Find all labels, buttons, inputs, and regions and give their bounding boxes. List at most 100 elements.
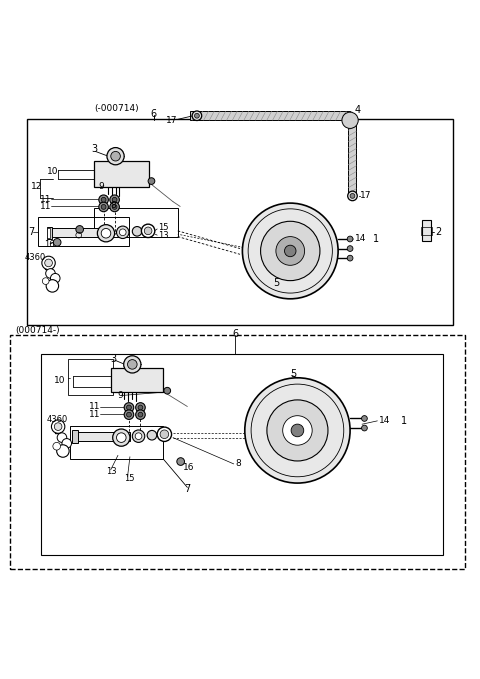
- Text: 14: 14: [379, 416, 390, 425]
- Bar: [422, 220, 432, 242]
- Circle shape: [99, 195, 108, 204]
- Text: 16: 16: [182, 463, 194, 473]
- Text: 8: 8: [111, 201, 117, 210]
- Circle shape: [42, 256, 55, 270]
- Circle shape: [142, 224, 155, 238]
- Text: (000714-): (000714-): [15, 327, 60, 335]
- Circle shape: [361, 416, 367, 422]
- Text: 9: 9: [117, 391, 123, 400]
- Circle shape: [128, 360, 137, 369]
- Circle shape: [101, 198, 106, 202]
- Bar: [10, 335, 465, 569]
- Circle shape: [276, 236, 305, 265]
- Circle shape: [45, 259, 52, 267]
- Text: 1: 1: [373, 234, 379, 244]
- Text: 13: 13: [106, 466, 117, 475]
- Circle shape: [76, 225, 84, 234]
- Text: 10: 10: [47, 168, 59, 177]
- Circle shape: [132, 227, 142, 236]
- Text: 8: 8: [235, 460, 241, 469]
- Text: 11: 11: [89, 409, 101, 419]
- Circle shape: [132, 430, 145, 443]
- Bar: [94, 161, 149, 187]
- Text: 11: 11: [40, 202, 52, 211]
- Circle shape: [112, 198, 117, 202]
- Text: 9: 9: [99, 182, 105, 191]
- Circle shape: [42, 278, 49, 285]
- Text: 7: 7: [28, 227, 34, 237]
- Bar: [47, 227, 52, 239]
- Text: 17: 17: [166, 116, 177, 125]
- Text: 4360: 4360: [25, 253, 47, 261]
- Bar: [70, 426, 163, 459]
- Polygon shape: [190, 111, 350, 120]
- Circle shape: [120, 229, 126, 236]
- Circle shape: [101, 228, 111, 238]
- Circle shape: [124, 410, 134, 420]
- Circle shape: [283, 416, 312, 445]
- Text: 11: 11: [89, 403, 101, 411]
- Text: 10: 10: [54, 375, 66, 385]
- Circle shape: [261, 221, 320, 280]
- Circle shape: [144, 227, 152, 235]
- Circle shape: [57, 445, 69, 457]
- Bar: [27, 120, 453, 325]
- Bar: [421, 227, 432, 235]
- Circle shape: [164, 387, 170, 394]
- Bar: [41, 354, 444, 555]
- Circle shape: [285, 245, 296, 257]
- Text: 1: 1: [401, 416, 407, 426]
- Bar: [38, 217, 129, 246]
- Circle shape: [342, 112, 358, 128]
- Circle shape: [124, 356, 141, 373]
- Circle shape: [157, 427, 171, 441]
- Circle shape: [53, 443, 60, 450]
- Circle shape: [46, 280, 59, 292]
- Text: 7: 7: [184, 484, 191, 494]
- Text: 3: 3: [111, 354, 117, 364]
- Text: (-000714): (-000714): [94, 105, 139, 113]
- Text: 5: 5: [274, 278, 280, 288]
- Circle shape: [348, 191, 357, 201]
- Circle shape: [291, 424, 304, 437]
- Text: 12: 12: [31, 182, 42, 191]
- Bar: [68, 359, 113, 394]
- Circle shape: [350, 194, 355, 198]
- Text: 16: 16: [44, 240, 54, 249]
- Circle shape: [177, 458, 184, 465]
- Circle shape: [138, 405, 143, 410]
- Circle shape: [347, 246, 353, 251]
- Text: 17: 17: [360, 191, 371, 200]
- Circle shape: [110, 195, 120, 204]
- Circle shape: [101, 204, 106, 209]
- Circle shape: [97, 225, 115, 242]
- Text: 14: 14: [355, 234, 366, 244]
- Circle shape: [267, 400, 328, 461]
- Circle shape: [135, 433, 142, 439]
- Circle shape: [136, 403, 145, 412]
- Text: 13: 13: [157, 231, 168, 240]
- Bar: [75, 433, 130, 441]
- Bar: [48, 228, 101, 237]
- Circle shape: [147, 430, 157, 440]
- Circle shape: [138, 412, 143, 417]
- Bar: [111, 368, 163, 392]
- Circle shape: [57, 433, 67, 443]
- Polygon shape: [348, 120, 356, 196]
- Circle shape: [117, 226, 129, 238]
- Circle shape: [99, 202, 108, 212]
- Circle shape: [148, 178, 155, 185]
- Circle shape: [245, 378, 350, 483]
- Text: 4360: 4360: [46, 416, 67, 424]
- Text: 6: 6: [232, 329, 238, 339]
- Circle shape: [160, 430, 168, 439]
- Text: 15: 15: [124, 474, 135, 483]
- Circle shape: [124, 403, 134, 412]
- Circle shape: [347, 255, 353, 261]
- Circle shape: [127, 405, 132, 410]
- Circle shape: [113, 429, 130, 446]
- Circle shape: [192, 111, 202, 121]
- Circle shape: [127, 412, 132, 417]
- Bar: [72, 430, 78, 443]
- Circle shape: [111, 151, 120, 161]
